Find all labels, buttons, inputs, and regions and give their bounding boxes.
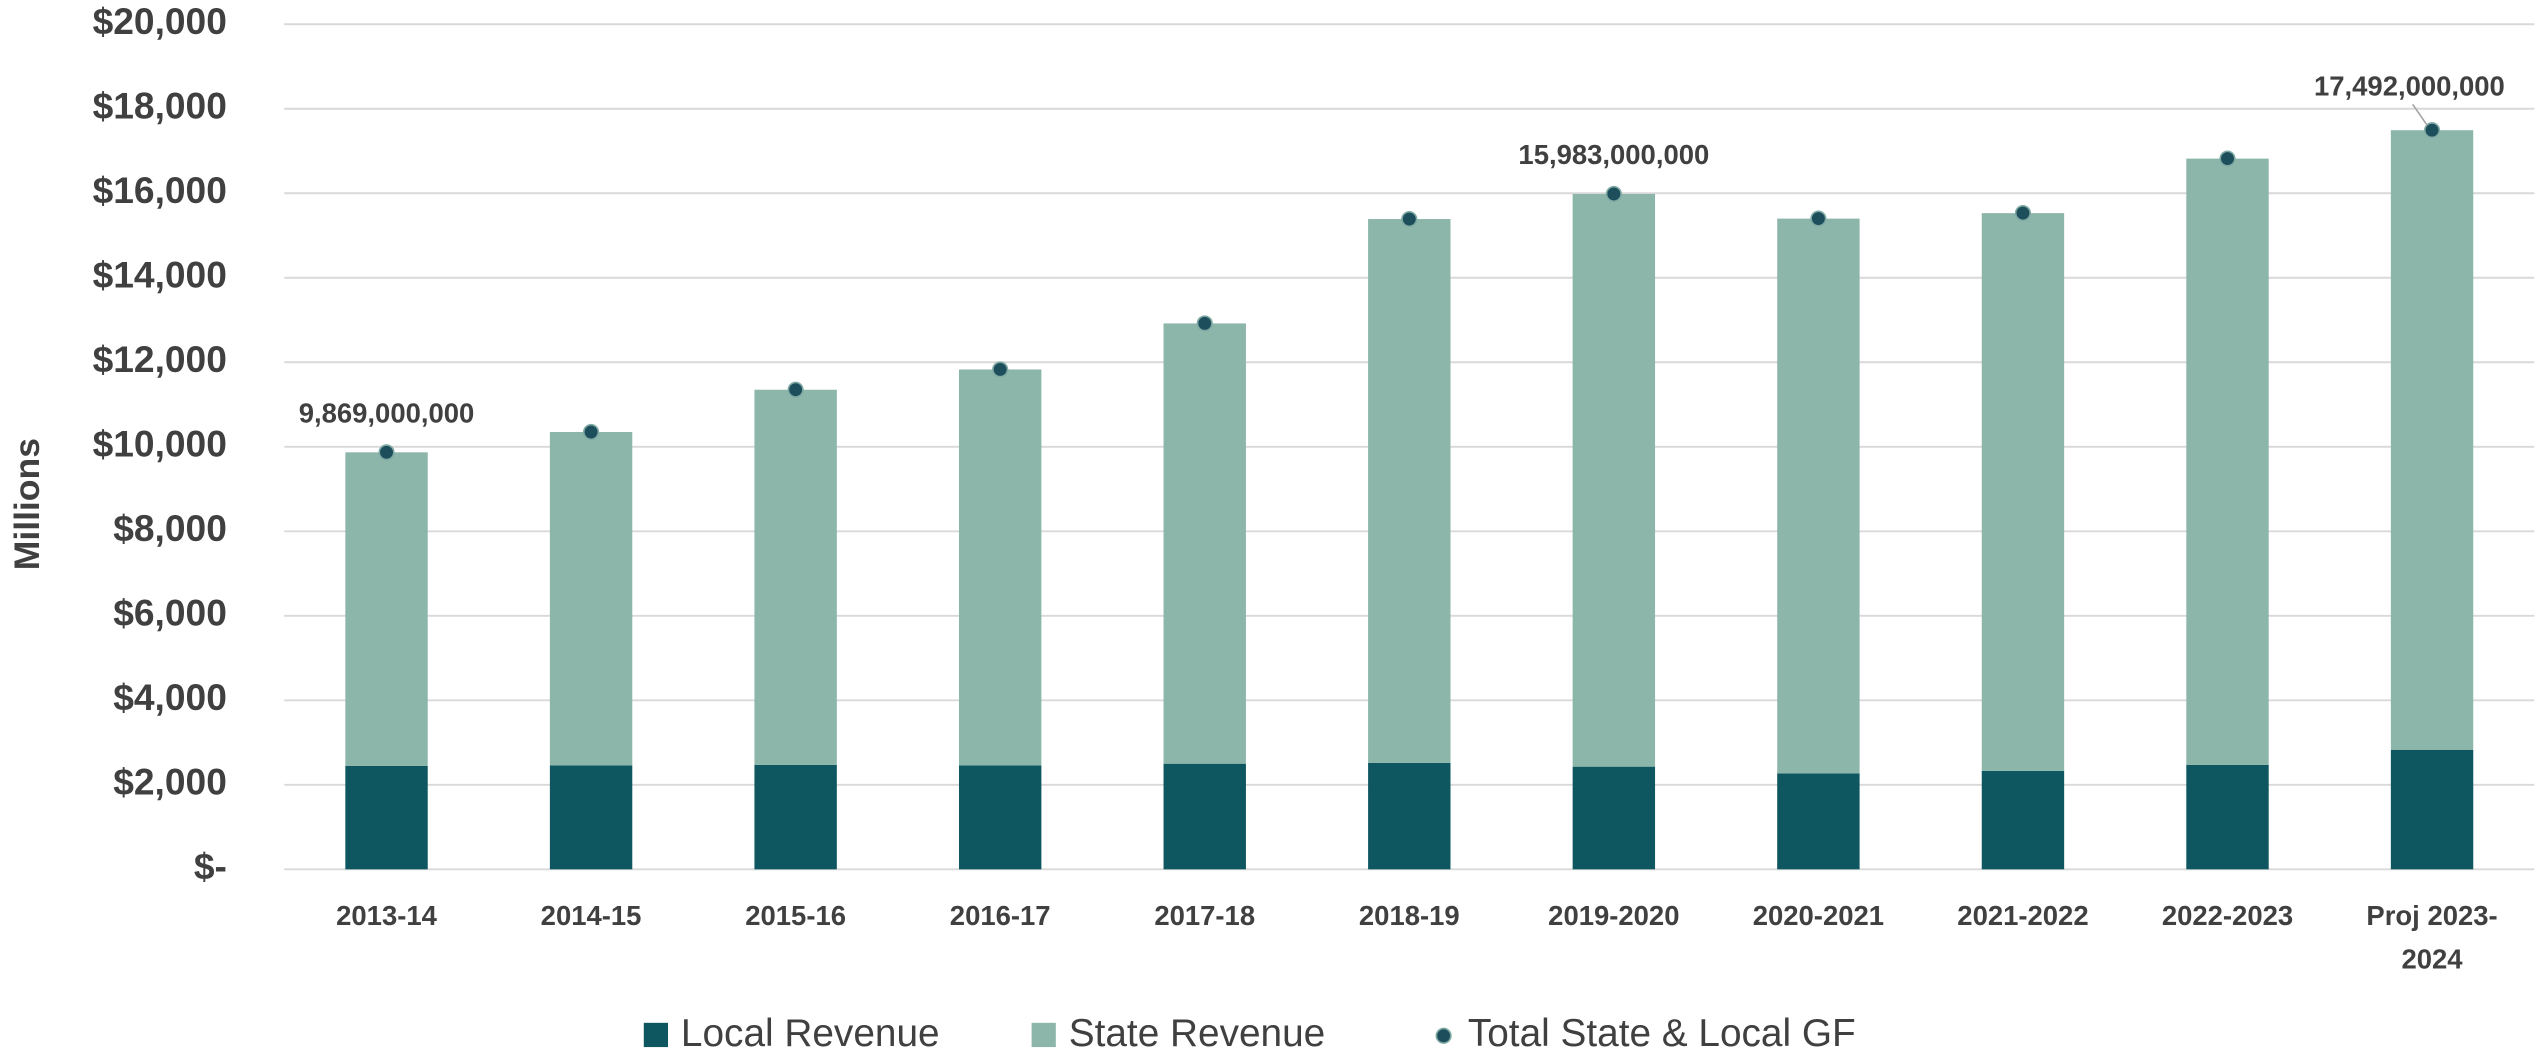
bar-segment [1777,218,1860,774]
total-marker [2423,122,2441,139]
total-marker [1196,315,1213,332]
x-tick-label: 2015-16 [745,900,846,931]
total-marker [1605,185,1622,203]
bar-segment [958,765,1042,870]
total-marker [1401,210,1418,228]
bar-segment [1981,213,2065,771]
bar-segment [549,765,633,870]
bar-segment [549,431,633,766]
legend-label: State Revenue [1069,1012,1325,1055]
y-tick-label: $20,000 [93,0,227,42]
bar-segment [754,389,837,765]
bar-segment [1981,770,2065,870]
y-tick-label: $10,000 [93,423,227,465]
bar-segment [754,764,837,870]
data-label: 17,492,000,000 [2314,70,2505,101]
y-tick-label: $6,000 [113,592,227,634]
x-tick-label: Proj 2023-2024 [2366,900,2497,975]
total-marker [787,381,804,398]
data-label: 9,869,000,000 [299,397,475,428]
x-tick-label: 2013-14 [336,900,437,931]
total-marker [378,444,395,461]
bar-segment [1163,323,1246,764]
total-marker [583,423,600,441]
x-tick-label: 2014-15 [541,900,642,931]
bar-segment [2186,158,2269,765]
x-tick-label: 2017-18 [1154,900,1255,931]
y-tick-label: $14,000 [93,254,227,296]
total-marker [992,361,1009,378]
x-tick-label: 2016-17 [950,900,1051,931]
data-label: 15,983,000,000 [1518,139,1709,170]
legend-label: Total State & Local GF [1468,1012,1856,1055]
bar-segment [1368,762,1451,870]
y-tick-label: $18,000 [93,85,227,127]
legend-swatch [643,1022,669,1048]
bar-segment [1777,773,1860,870]
legend-swatch [1031,1022,1056,1048]
bar-segment [2390,749,2474,870]
total-marker [1810,210,1827,227]
bar-segment [2186,764,2269,870]
bar-segment [1163,763,1246,870]
x-tick-label: 2019-2020 [1548,900,1679,931]
total-marker [2014,205,2032,222]
bar-segment [345,452,428,766]
legend-marker [1435,1027,1452,1044]
bar-segment [958,369,1042,766]
bar-segment [345,765,428,870]
total-marker [2219,150,2236,167]
y-axis-title: Millions [7,438,47,570]
bar-segment [2390,130,2474,750]
x-tick-label: 2022-2023 [2162,900,2293,931]
y-tick-label: $- [194,845,227,887]
y-tick-label: $16,000 [93,169,227,211]
x-tick-label: 2021-2022 [1957,900,2088,931]
legend-label: Local Revenue [681,1012,940,1055]
y-tick-label: $8,000 [113,507,227,549]
x-tick-label: 2018-19 [1359,900,1460,931]
bar-segment [1572,766,1656,870]
bar-segment [1368,219,1451,763]
leader-line [2411,103,2428,126]
y-tick-label: $12,000 [93,338,227,380]
y-tick-label: $4,000 [113,676,227,718]
x-tick-label: 2020-2021 [1753,900,1884,931]
bar-segment [1572,193,1656,767]
y-tick-label: $2,000 [113,761,227,803]
